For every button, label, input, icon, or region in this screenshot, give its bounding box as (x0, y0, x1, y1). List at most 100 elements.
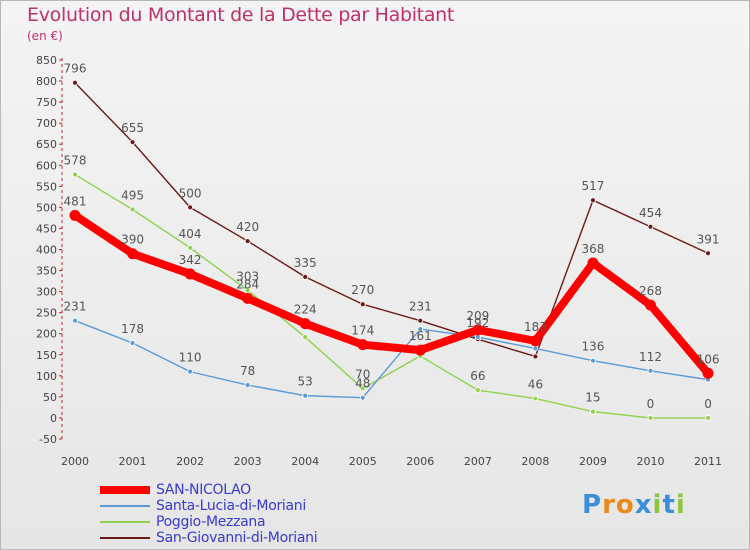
data-label: 224 (294, 303, 317, 317)
data-label: 53 (298, 375, 313, 389)
legend-label: Santa-Lucia-di-Moriani (156, 498, 306, 514)
y-tick-label: 250 (36, 307, 57, 320)
data-point (529, 335, 541, 347)
data-point (702, 367, 714, 379)
y-tick-label: 400 (36, 244, 57, 257)
data-point (590, 197, 596, 204)
data-label: 78 (240, 364, 255, 378)
data-point (302, 392, 309, 399)
series-poggio-mezzana (72, 171, 711, 421)
y-tick-label: 300 (36, 286, 57, 299)
data-label: 161 (409, 329, 432, 343)
chart-subtitle: (en €) (27, 29, 63, 43)
x-tick-label: 2002 (176, 455, 204, 468)
data-point (590, 408, 596, 415)
data-point (302, 334, 309, 340)
data-point (647, 367, 654, 374)
legend-label: San-Giovanni-di-Moriani (156, 530, 318, 546)
data-label: 268 (639, 284, 662, 298)
data-point (532, 395, 539, 402)
x-tick-label: 2005 (349, 455, 377, 468)
x-tick-label: 2001 (119, 455, 147, 468)
data-point (127, 248, 139, 260)
y-tick-label: 550 (36, 180, 57, 193)
data-labels-group: 796 655 500 420 335 270 231 517 454 391 578 495 404 3… (64, 62, 720, 411)
data-label: 420 (236, 220, 259, 234)
data-point (299, 318, 311, 330)
data-label: 136 (581, 340, 604, 354)
data-label: 481 (64, 194, 87, 208)
data-point (69, 209, 81, 221)
legend-swatch (100, 505, 150, 507)
legend-label: SAN-NICOLAO (156, 482, 251, 498)
data-label: 454 (639, 206, 662, 220)
legend-swatch (100, 521, 150, 523)
data-point (242, 292, 254, 304)
data-label: 46 (528, 378, 543, 392)
data-label: 796 (64, 62, 87, 76)
y-tick-label: 800 (36, 75, 57, 88)
y-tick-label: 50 (43, 391, 57, 404)
data-point (587, 257, 599, 269)
data-label: 231 (64, 300, 87, 314)
data-label: 390 (121, 233, 144, 247)
data-label: 110 (179, 351, 202, 365)
data-label: 303 (236, 269, 259, 283)
data-point (647, 223, 654, 230)
data-label: 0 (647, 397, 655, 411)
y-tick-label: 600 (36, 159, 57, 172)
data-point (647, 415, 654, 421)
x-tick-label: 2008 (521, 455, 549, 468)
data-label: 495 (121, 188, 144, 202)
data-label: 174 (351, 324, 374, 338)
data-point (590, 357, 596, 364)
series-san-nicolao (69, 209, 714, 379)
data-label: 70 (355, 367, 370, 381)
data-point (129, 206, 136, 213)
data-label: 112 (639, 350, 662, 364)
data-point (187, 204, 194, 211)
data-point (414, 344, 426, 356)
proxiti-logo: Proxiti (582, 490, 686, 520)
data-point (244, 382, 251, 388)
data-point (187, 244, 194, 251)
data-label: 270 (351, 283, 374, 297)
data-label: 342 (179, 253, 202, 267)
data-label: 209 (466, 309, 489, 323)
series-line (74, 82, 709, 358)
series-line (74, 173, 709, 419)
y-tick-label: 150 (36, 349, 57, 362)
chart-title: Evolution du Montant de la Dette par Hab… (27, 4, 455, 26)
x-tick-label: 2006 (406, 455, 434, 468)
data-point (244, 238, 251, 244)
y-tick-label: 200 (36, 328, 57, 341)
x-tick-label: 2009 (579, 455, 607, 468)
data-label: 391 (697, 232, 720, 246)
x-tick-label: 2011 (694, 455, 722, 468)
y-tick-label: 750 (36, 96, 57, 109)
y-tick-label: 450 (36, 222, 57, 235)
data-point (417, 326, 424, 332)
x-tick-label: 2010 (637, 455, 665, 468)
data-point (359, 385, 366, 392)
data-label: 15 (585, 391, 600, 405)
data-point (532, 353, 539, 360)
data-point (472, 324, 484, 336)
legend-label: Poggio-Mezzana (156, 514, 266, 530)
data-label: 578 (64, 154, 87, 168)
y-tick-label: 650 (36, 138, 57, 151)
data-point (184, 268, 196, 280)
data-point (129, 139, 136, 146)
data-label: 178 (121, 322, 144, 336)
series-santa-lucia-di-moriani (72, 317, 711, 401)
data-point (359, 394, 366, 401)
data-label: 517 (581, 179, 604, 193)
data-point (705, 415, 711, 421)
data-point (244, 287, 251, 294)
series-line (71, 211, 713, 378)
y-tick-label: 700 (36, 117, 57, 130)
y-tick-label: 350 (36, 265, 57, 278)
x-tick-label: 2007 (464, 455, 492, 468)
